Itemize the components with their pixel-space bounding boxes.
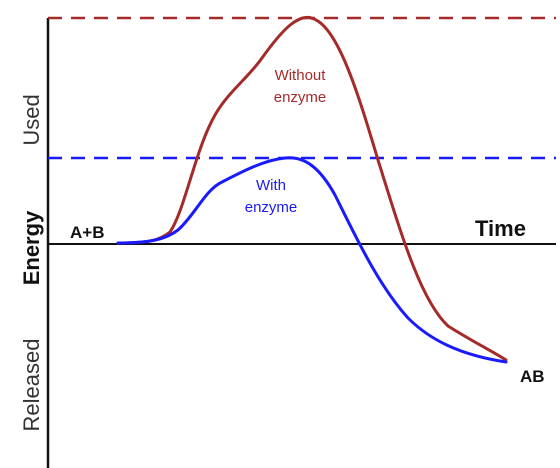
with-enzyme-curve [116, 156, 508, 364]
product-label: AB [520, 367, 545, 386]
time-label: Time [475, 216, 526, 241]
with-enzyme-label-line1: With [256, 177, 286, 194]
used-label: Used [19, 94, 44, 145]
released-label: Released [19, 339, 44, 432]
energy-label: Energy [19, 210, 44, 285]
without-enzyme-label-line2: enzyme [274, 89, 327, 106]
without-enzyme-label-line1: Without [275, 67, 327, 84]
with-enzyme-label-line2: enzyme [245, 199, 298, 216]
without-enzyme-curve [116, 16, 508, 362]
reactants-label: A+B [70, 223, 104, 242]
